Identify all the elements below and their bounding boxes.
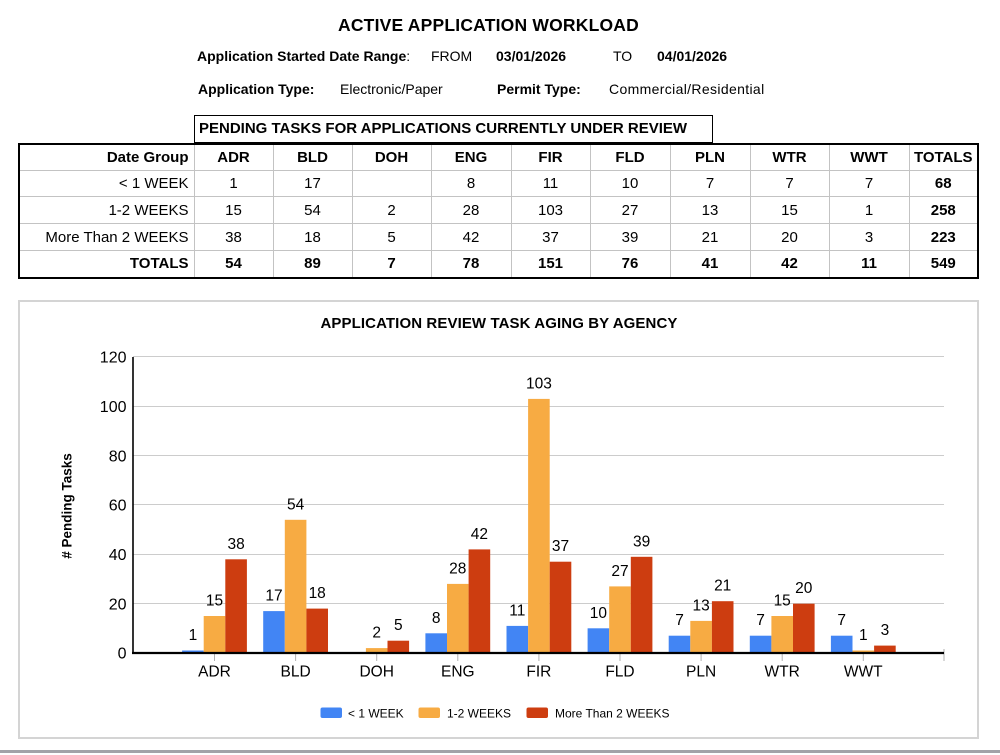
svg-text:28: 28 xyxy=(449,560,466,577)
svg-text:37: 37 xyxy=(552,538,569,555)
svg-text:21: 21 xyxy=(714,578,731,595)
svg-text:7: 7 xyxy=(837,612,846,629)
svg-text:0: 0 xyxy=(118,646,127,663)
svg-text:1: 1 xyxy=(859,627,868,644)
svg-text:20: 20 xyxy=(795,580,813,597)
svg-text:17: 17 xyxy=(265,588,282,605)
svg-text:11: 11 xyxy=(509,602,525,619)
svg-text:27: 27 xyxy=(611,563,628,580)
svg-text:40: 40 xyxy=(109,547,127,564)
svg-text:103: 103 xyxy=(526,375,552,392)
svg-text:13: 13 xyxy=(692,597,709,614)
svg-text:More Than 2 WEEKS: More Than 2 WEEKS xyxy=(555,707,670,721)
svg-text:FLD: FLD xyxy=(605,664,634,681)
svg-text:ADR: ADR xyxy=(198,664,231,681)
svg-text:39: 39 xyxy=(633,533,650,550)
svg-text:# Pending Tasks: # Pending Tasks xyxy=(60,453,75,559)
svg-text:18: 18 xyxy=(309,585,326,602)
svg-text:DOH: DOH xyxy=(359,664,393,681)
svg-text:1: 1 xyxy=(189,627,198,644)
svg-text:BLD: BLD xyxy=(281,664,311,681)
svg-text:1-2 WEEKS: 1-2 WEEKS xyxy=(447,707,511,721)
svg-text:WTR: WTR xyxy=(765,664,800,681)
svg-text:APPLICATION REVIEW TASK AGING: APPLICATION REVIEW TASK AGING BY AGENCY xyxy=(321,315,678,332)
svg-text:42: 42 xyxy=(471,526,488,543)
svg-text:80: 80 xyxy=(109,448,127,465)
svg-text:15: 15 xyxy=(774,593,791,610)
svg-text:2: 2 xyxy=(372,625,381,642)
svg-text:PLN: PLN xyxy=(686,664,716,681)
svg-text:< 1 WEEK: < 1 WEEK xyxy=(348,707,404,721)
svg-text:60: 60 xyxy=(109,498,127,515)
svg-text:38: 38 xyxy=(227,536,244,553)
svg-text:3: 3 xyxy=(881,622,890,639)
svg-text:7: 7 xyxy=(675,612,684,629)
svg-text:15: 15 xyxy=(206,593,223,610)
svg-text:10: 10 xyxy=(590,605,608,622)
svg-text:20: 20 xyxy=(109,596,127,613)
svg-text:7: 7 xyxy=(756,612,765,629)
svg-text:100: 100 xyxy=(100,399,127,416)
svg-text:8: 8 xyxy=(432,610,441,627)
svg-text:FIR: FIR xyxy=(526,664,551,681)
svg-text:5: 5 xyxy=(394,617,403,634)
svg-text:54: 54 xyxy=(287,496,305,513)
svg-text:120: 120 xyxy=(100,350,127,367)
svg-text:WWT: WWT xyxy=(844,664,883,681)
svg-text:ENG: ENG xyxy=(441,664,475,681)
